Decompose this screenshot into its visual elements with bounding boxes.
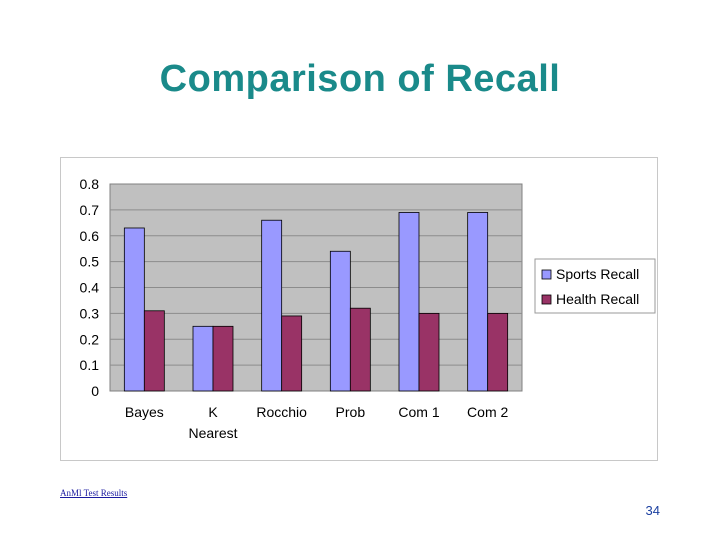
y-tick-label: 0.6 [80, 228, 100, 244]
bar-health-recall [212, 325, 234, 392]
bar-health-recall [281, 315, 303, 392]
y-tick-label: 0.4 [80, 280, 100, 296]
chart-frame: 0 0.1 0.2 0.3 0.4 0.5 0.6 0.7 0.8 Bayes K Nearest R… [60, 157, 658, 461]
bar-sports-recall [398, 212, 420, 392]
y-tick-label: 0.2 [80, 331, 100, 347]
y-tick-label: 0.5 [80, 254, 100, 270]
y-axis-ticks: 0 0.1 0.2 0.3 0.4 0.5 0.6 0.7 0.8 [80, 176, 100, 399]
y-tick-label: 0.7 [80, 202, 100, 218]
x-tick-label: Rocchio [256, 404, 307, 420]
bar-health-recall [143, 310, 165, 392]
test-results-link[interactable]: AnMl Test Results [60, 488, 128, 498]
bar-health-recall [349, 307, 371, 392]
bar-health-recall [418, 312, 440, 392]
bar-sports-recall [467, 212, 489, 392]
x-tick-label: Com 1 [398, 404, 439, 420]
slide-title: Comparison of Recall [159, 58, 561, 100]
legend-label: Sports Recall [556, 266, 639, 282]
legend-box [534, 258, 656, 314]
legend: Sports Recall Health Recall [534, 258, 656, 314]
page-number: 34 [645, 503, 660, 518]
x-tick-label: K [208, 404, 218, 420]
bar-sports-recall [123, 227, 145, 392]
y-tick-label: 0.1 [80, 357, 100, 373]
x-tick-label: Bayes [125, 404, 164, 420]
x-tick-label: Prob [336, 404, 366, 420]
gridlines [110, 209, 522, 366]
bar-sports-recall [261, 219, 283, 392]
y-tick-label: 0.8 [80, 176, 100, 192]
bar-sports-recall [329, 250, 351, 392]
legend-swatch [541, 269, 552, 280]
legend-swatch [541, 294, 552, 305]
x-tick-label: Nearest [188, 425, 237, 441]
y-tick-label: 0.3 [80, 305, 100, 321]
bar-health-recall [487, 312, 509, 392]
legend-label: Health Recall [556, 291, 639, 307]
x-axis-ticks: Bayes K Nearest Rocchio Prob Com 1 Com 2 [125, 404, 509, 441]
y-tick-label: 0 [91, 383, 99, 399]
bars [123, 212, 509, 392]
bar-sports-recall [192, 325, 214, 392]
recall-bar-chart: 0 0.1 0.2 0.3 0.4 0.5 0.6 0.7 0.8 Bayes K Nearest R… [80, 176, 656, 441]
x-tick-label: Com 2 [467, 404, 508, 420]
